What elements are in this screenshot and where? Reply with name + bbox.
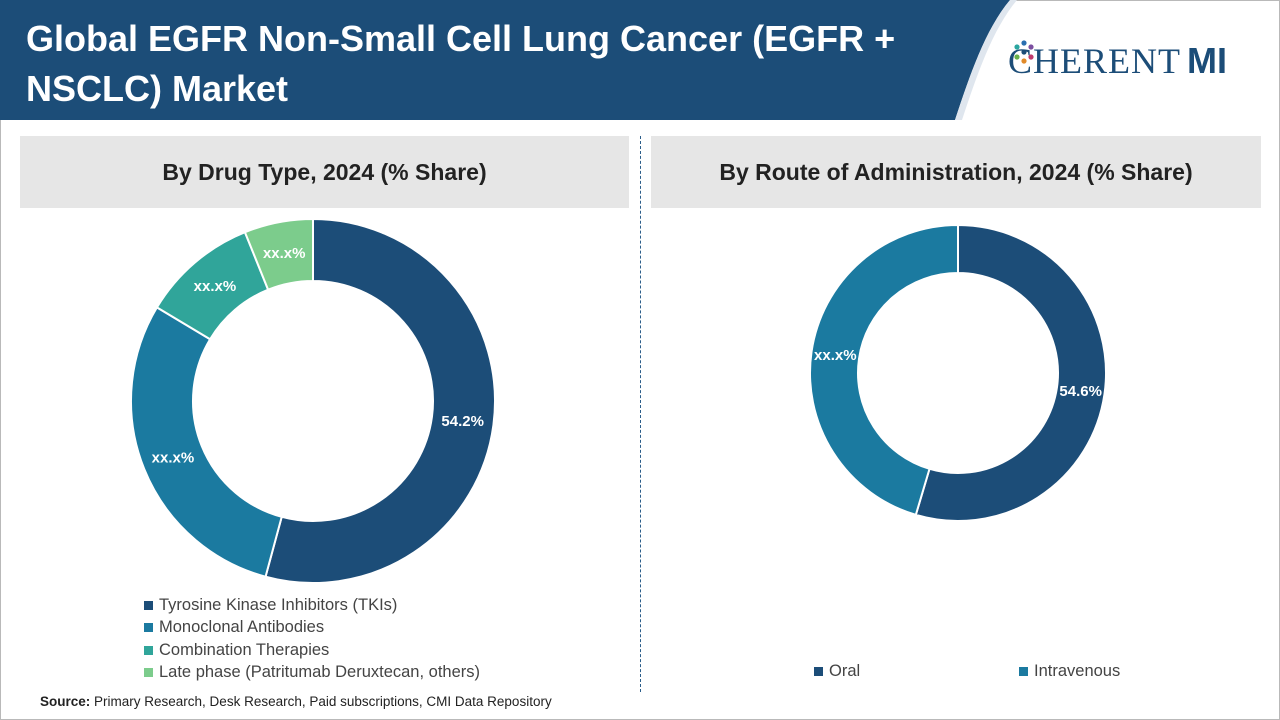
legend-swatch	[1019, 666, 1028, 676]
page-title-line-1: Global EGFR Non-Small Cell Lung Cancer (…	[26, 18, 896, 59]
legend-label: Oral	[829, 661, 861, 680]
legend-label: Late phase (Patritumab Deruxtecan, other…	[159, 663, 481, 682]
drug-type-data-label-1: 54.2%	[441, 413, 484, 430]
legend-swatch	[814, 666, 823, 676]
drug-type-data-label-2: xx.x%	[152, 449, 195, 466]
panel-divider	[640, 136, 641, 692]
coherent-mi-logo: C HERENT MI	[1008, 38, 1227, 84]
legend-label: Monoclonal Antibodies	[159, 618, 325, 637]
drug-type-panel-title: By Drug Type, 2024 (% Share)	[20, 136, 629, 208]
drug-type-slice-2	[130, 305, 283, 578]
legend-label: Tyrosine Kinase Inhibitors (TKIs)	[159, 595, 398, 614]
legend-swatch	[144, 645, 153, 655]
logo-text-right: MI	[1187, 40, 1227, 81]
legend-item: Combination Therapies	[144, 639, 480, 662]
drug-type-legend: Tyrosine Kinase Inhibitors (TKIs) Monoclo…	[144, 594, 480, 684]
source-note: Source: Primary Research, Desk Research,…	[40, 694, 552, 709]
header-shape	[0, 0, 1017, 120]
legend-swatch	[144, 623, 153, 633]
source-text: Primary Research, Desk Research, Paid su…	[94, 694, 552, 709]
drug-type-data-label-3: xx.x%	[194, 278, 237, 295]
legend-swatch	[144, 668, 153, 678]
page-title-line-2: NSCLC) Market	[26, 68, 289, 109]
route-slice-2	[809, 223, 959, 517]
legend-item: Oral	[814, 660, 860, 682]
legend-swatch	[144, 600, 153, 610]
drug-type-slice-1	[264, 217, 496, 584]
route-data-label-2: xx.x%	[814, 347, 857, 364]
drug-type-data-label-4: xx.x%	[263, 245, 306, 262]
legend-label: Intravenous	[1034, 661, 1121, 680]
source-label: Source:	[40, 694, 91, 709]
logo-text-mid: HERENT	[1033, 41, 1181, 81]
route-slice-1	[914, 223, 1107, 522]
legend-item: Late phase (Patritumab Deruxtecan, other…	[144, 662, 480, 685]
drug-type-slice-4	[243, 217, 314, 292]
page-title: Global EGFR Non-Small Cell Lung Cancer (…	[26, 14, 926, 114]
legend-item: Tyrosine Kinase Inhibitors (TKIs)	[144, 594, 480, 617]
route-panel-title: By Route of Administration, 2024 (% Shar…	[651, 136, 1261, 208]
header-banner: Global EGFR Non-Small Cell Lung Cancer (…	[0, 0, 1280, 120]
legend-item: Intravenous	[1019, 660, 1120, 682]
legend-item: Monoclonal Antibodies	[144, 617, 480, 640]
logo-text-left: C	[1008, 41, 1034, 81]
legend-label: Combination Therapies	[159, 640, 330, 659]
logo-dots-icon	[1014, 40, 1034, 64]
route-data-label-1: 54.6%	[1059, 383, 1102, 400]
